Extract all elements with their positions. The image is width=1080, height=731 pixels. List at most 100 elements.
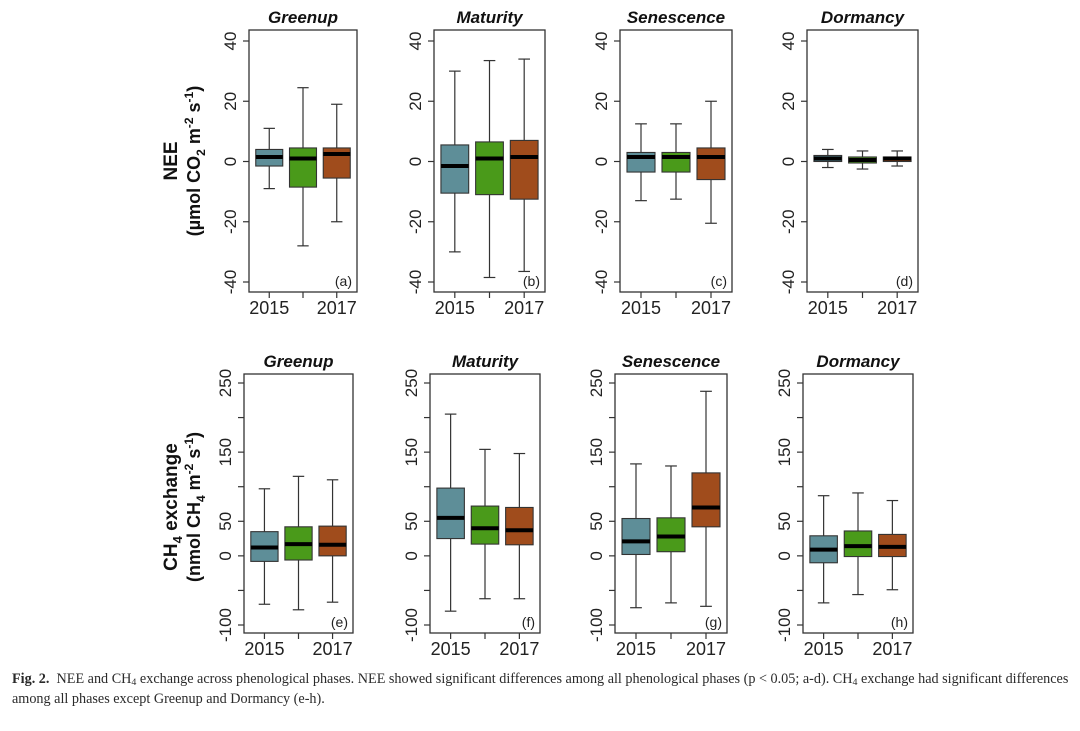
x-tick-label: 2015 [435,298,475,318]
panel-f: Maturity -100 0 50 150 250 2015 2017 (f) [402,352,541,659]
panel-b: Maturity -40 -20 0 20 40 2015 2017 (b) [406,8,546,318]
box-2017 [878,499,907,591]
box-2017 [322,103,351,223]
x-tick-label: 2017 [313,639,353,659]
panel-title: Dormancy [821,8,906,27]
y-tick-label: 40 [221,32,240,51]
box-2016 [470,448,500,600]
panel-title: Greenup [268,8,338,27]
caption-sub-1: 4 [131,677,137,688]
iqr-box [621,517,651,556]
y-tick-label: 150 [587,438,606,466]
x-tick-label: 2017 [686,639,726,659]
iqr-box [440,144,470,194]
panel-title: Senescence [627,8,725,27]
nee-axis-label: NEE (µmol CO2 m-2 s-1) [161,86,208,236]
x-tick-label: 2017 [317,298,357,318]
box-2015 [440,70,470,253]
box-2015 [250,488,279,605]
box-2015 [809,495,838,604]
box-2015 [626,123,656,202]
box-2016 [843,492,873,596]
box-2015 [813,148,843,169]
panel-d: Dormancy -40 -20 0 20 40 2015 2017 (d) [779,8,919,318]
panel-letter: (g) [705,614,722,630]
iqr-box [696,147,726,181]
box-2017 [509,58,539,273]
box-2016 [656,465,686,604]
x-tick-label: 2015 [249,298,289,318]
y-tick-label: 0 [592,157,611,166]
box-2017 [691,390,721,607]
y-tick-label: -40 [406,270,425,295]
iqr-box [843,530,873,558]
x-tick-label: 2015 [808,298,848,318]
y-tick-label: 250 [216,369,235,397]
y-tick-label: -100 [775,608,794,642]
panel-title: Maturity [452,352,520,371]
y-tick-label: 0 [216,551,235,560]
iqr-box [475,141,504,196]
x-tick-label: 2015 [621,298,661,318]
caption-sub-2: 4 [852,677,858,688]
iqr-box [436,487,465,540]
x-tick-label: 2015 [616,639,656,659]
box-2015 [255,127,284,190]
iqr-box [509,139,539,200]
y-tick-label: 20 [406,92,425,111]
caption-text-2: exchange across phenological phases. NEE… [136,671,853,687]
figure-caption: Fig. 2. NEE and CH4 exchange across phen… [12,669,1072,709]
y-tick-label: -20 [221,209,240,234]
box-2017 [696,100,726,224]
y-tick-label: 150 [775,438,794,466]
ch4-label-line1: CH4 exchange [161,443,185,571]
iqr-box [318,525,347,557]
y-tick-label: 0 [779,157,798,166]
panel-letter: (d) [896,273,913,289]
panel-letter: (h) [891,614,908,630]
ch4-label-line2: (nmol CH4 m-2 s-1) [182,432,208,582]
panel-g: Senescence -100 0 50 150 250 2015 2017 (g) [587,352,728,659]
y-tick-label: 150 [402,438,421,466]
box-2015 [621,463,651,609]
y-tick-label: 0 [402,551,421,560]
x-tick-label: 2017 [504,298,544,318]
box-2017 [505,452,534,600]
iqr-box [288,147,318,188]
panel-c: Senescence -40 -20 0 20 40 2015 2017 (c) [592,8,733,318]
y-tick-label: -20 [406,209,425,234]
y-tick-label: 40 [779,32,798,51]
panel-letter: (c) [711,273,727,289]
y-tick-label: -100 [402,608,421,642]
y-tick-label: 40 [406,32,425,51]
caption-text-3: exchange had significant differences amo… [12,671,1069,707]
y-tick-label: -20 [779,209,798,234]
box-2017 [318,479,347,603]
panel-title: Senescence [622,352,720,371]
y-tick-label: 20 [779,92,798,111]
y-tick-label: -100 [216,608,235,642]
caption-label: Fig. 2. [12,671,50,687]
caption-text-1: NEE and CH [56,671,132,687]
y-tick-label: 0 [221,157,240,166]
x-tick-label: 2015 [804,639,844,659]
y-tick-label: 20 [592,92,611,111]
panel-title: Maturity [456,8,524,27]
ch4-axis-label: CH4 exchange (nmol CH4 m-2 s-1) [161,432,208,582]
iqr-box [470,505,500,545]
figure: Greenup -40 -20 0 20 40 2015 2017 (a) Maturity -40… [161,8,919,659]
iqr-box [505,506,534,546]
box-2016 [475,59,504,279]
y-tick-label: 40 [592,32,611,51]
box-2016 [288,87,318,247]
y-tick-label: 250 [775,369,794,397]
panel-title: Greenup [264,352,334,371]
y-tick-label: 250 [402,369,421,397]
y-tick-label: -40 [221,270,240,295]
y-tick-label: 0 [406,157,425,166]
box-2017 [882,150,912,167]
panel-letter: (f) [522,614,535,630]
panel-title: Dormancy [816,352,901,371]
panel-letter: (e) [331,614,348,630]
y-tick-label: -40 [592,270,611,295]
